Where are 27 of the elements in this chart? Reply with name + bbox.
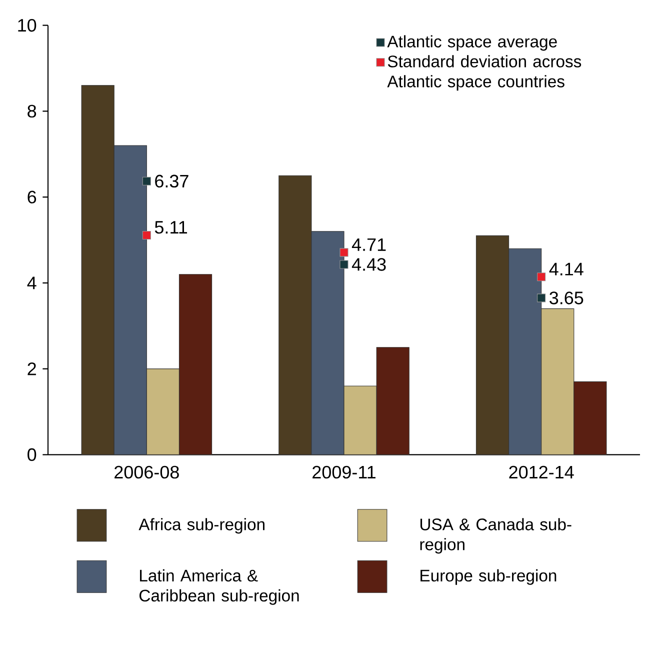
legend-label: Africa sub-region	[138, 518, 264, 534]
y-tick-label: 2	[28, 362, 36, 376]
x-tick-label: 2012-14	[509, 466, 574, 479]
point	[142, 176, 151, 186]
x-tick-label: 2006-08	[114, 466, 179, 479]
point	[537, 294, 546, 302]
y-tick-label: 10	[18, 18, 36, 32]
legend-label: Atlantic space average	[387, 35, 557, 51]
point	[142, 230, 151, 240]
legend-label: Standard deviation across Atlantic space countries	[387, 55, 582, 91]
y-tick-label: 8	[28, 104, 36, 118]
data-label: 4.14	[549, 262, 584, 276]
point	[340, 248, 348, 257]
point	[340, 260, 348, 269]
y-tick-label: 4	[27, 276, 36, 290]
legend-label: Latin America & Caribbean sub-region	[140, 569, 299, 605]
legend-label: USA & Canada sub-region	[420, 518, 572, 554]
data-label: 4.71	[352, 238, 386, 251]
x-tick-label: 2009-11	[312, 466, 376, 479]
y-tick-label: 0	[28, 448, 36, 462]
point	[537, 272, 546, 282]
data-label: 5.11	[154, 221, 188, 234]
data-label: 3.65	[550, 292, 584, 304]
data-label: 4.43	[352, 258, 386, 271]
y-tick-label: 6	[28, 190, 36, 204]
legend-label: Europe sub-region	[420, 569, 556, 585]
data-label: 6.37	[155, 174, 188, 188]
